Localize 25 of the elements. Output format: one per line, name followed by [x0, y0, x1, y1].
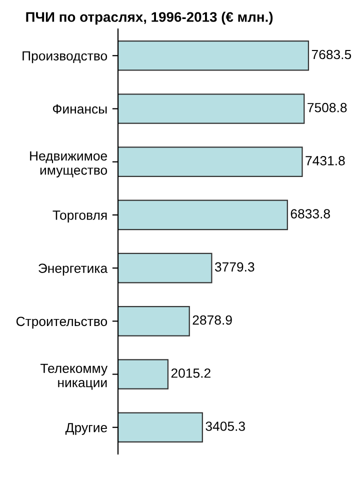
bar — [118, 252, 212, 284]
y-tick-label: Телекомму никации — [40, 364, 108, 390]
bar — [118, 306, 190, 336]
bar — [118, 412, 203, 443]
chart-title: ПЧИ по отраслях, 1996-2013 (€ млн.) — [26, 12, 273, 25]
data-label: 2878.9 — [192, 315, 232, 325]
bar — [118, 200, 288, 230]
y-tick-label: Торговля — [52, 210, 107, 222]
y-tick-label: Строительство — [16, 316, 108, 329]
bar — [118, 359, 169, 390]
bar — [118, 40, 310, 71]
bar — [118, 146, 303, 177]
y-tick-label: Другие — [65, 423, 107, 435]
data-label: 2015.2 — [171, 368, 210, 378]
data-label: 7683.5 — [312, 50, 352, 60]
data-label: 3779.3 — [214, 262, 254, 272]
bar — [118, 94, 305, 124]
y-tick-label: Производство — [22, 51, 108, 64]
data-label: 6833.8 — [290, 209, 330, 218]
y-tick-label: Недвижимое имущество — [30, 151, 108, 178]
y-tick-label: Энергетика — [38, 264, 108, 276]
data-label: 7431.8 — [306, 156, 345, 166]
data-label: 3405.3 — [206, 422, 245, 431]
data-label: 7508.8 — [308, 102, 347, 112]
y-tick-label: Финансы — [52, 104, 107, 114]
